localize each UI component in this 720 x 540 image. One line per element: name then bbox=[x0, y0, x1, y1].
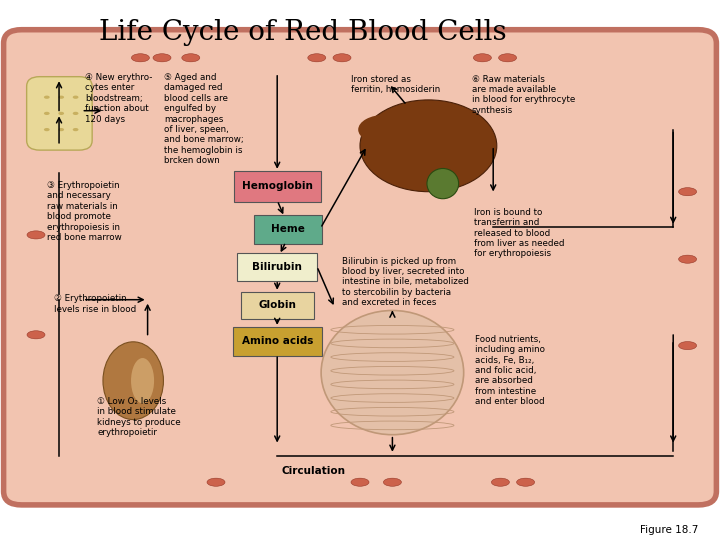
Ellipse shape bbox=[308, 53, 325, 62]
Text: Heme: Heme bbox=[271, 225, 305, 234]
Ellipse shape bbox=[153, 53, 171, 62]
Text: Amino acids: Amino acids bbox=[241, 336, 313, 346]
Ellipse shape bbox=[427, 168, 459, 199]
FancyBboxPatch shape bbox=[27, 77, 92, 150]
Ellipse shape bbox=[44, 112, 50, 115]
Text: Bilirubin is picked up from
blood by liver, secreted into
intestine in bile, met: Bilirubin is picked up from blood by liv… bbox=[342, 256, 469, 307]
Ellipse shape bbox=[132, 53, 150, 62]
Ellipse shape bbox=[351, 478, 369, 486]
Ellipse shape bbox=[44, 96, 50, 99]
Ellipse shape bbox=[44, 128, 50, 131]
Ellipse shape bbox=[333, 53, 351, 62]
Ellipse shape bbox=[474, 53, 492, 62]
Text: Life Cycle of Red Blood Cells: Life Cycle of Red Blood Cells bbox=[99, 19, 506, 46]
FancyBboxPatch shape bbox=[4, 30, 716, 505]
FancyBboxPatch shape bbox=[233, 327, 322, 356]
Text: ② Erythropoietin
levels rise in blood: ② Erythropoietin levels rise in blood bbox=[54, 294, 136, 314]
Ellipse shape bbox=[58, 112, 64, 115]
Ellipse shape bbox=[498, 53, 516, 62]
Ellipse shape bbox=[679, 187, 697, 195]
Ellipse shape bbox=[360, 100, 497, 192]
Text: ① Low O₂ levels
in blood stimulate
kidneys to produce
erythropoietir: ① Low O₂ levels in blood stimulate kidne… bbox=[97, 397, 181, 437]
Ellipse shape bbox=[358, 115, 412, 145]
Ellipse shape bbox=[491, 478, 510, 486]
Text: Hemoglobin: Hemoglobin bbox=[242, 181, 312, 191]
FancyBboxPatch shape bbox=[238, 253, 318, 281]
FancyBboxPatch shape bbox=[240, 292, 314, 319]
Text: Figure 18.7: Figure 18.7 bbox=[640, 524, 698, 535]
Text: Bilirubin: Bilirubin bbox=[252, 262, 302, 272]
Ellipse shape bbox=[321, 310, 464, 435]
Text: Food nutrients,
including amino
acids, Fe, B₁₂,
and folic acid,
are absorbed
fro: Food nutrients, including amino acids, F… bbox=[475, 335, 545, 406]
FancyBboxPatch shape bbox=[233, 171, 321, 202]
Ellipse shape bbox=[27, 330, 45, 339]
Text: ③ Erythropoietin
and necessary
raw materials in
blood promote
erythropoiesis in
: ③ Erythropoietin and necessary raw mater… bbox=[47, 181, 122, 242]
Ellipse shape bbox=[679, 341, 697, 350]
Ellipse shape bbox=[181, 53, 200, 62]
Ellipse shape bbox=[73, 128, 78, 131]
Text: ⑥ Raw materials
are made available
in blood for erythrocyte
synthesis: ⑥ Raw materials are made available in bl… bbox=[472, 75, 575, 114]
Ellipse shape bbox=[73, 112, 78, 115]
Text: ⑤ Aged and
damaged red
blood cells are
engulfed by
macrophages
of liver, speen,
: ⑤ Aged and damaged red blood cells are e… bbox=[164, 73, 244, 165]
Ellipse shape bbox=[131, 358, 154, 403]
FancyBboxPatch shape bbox=[254, 215, 322, 244]
Text: Iron is bound to
transferrin and
released to blood
from liver as needed
for eryt: Iron is bound to transferrin and release… bbox=[474, 208, 564, 259]
Ellipse shape bbox=[384, 478, 402, 486]
Ellipse shape bbox=[58, 128, 64, 131]
Ellipse shape bbox=[103, 342, 163, 420]
Ellipse shape bbox=[517, 478, 534, 486]
Ellipse shape bbox=[58, 96, 64, 99]
Ellipse shape bbox=[207, 478, 225, 486]
Ellipse shape bbox=[679, 255, 697, 263]
Ellipse shape bbox=[27, 231, 45, 239]
Text: Globin: Globin bbox=[258, 300, 296, 310]
Text: Circulation: Circulation bbox=[282, 466, 345, 476]
Text: ④ New erythro-
cytes enter
bloodstream;
function about
120 days: ④ New erythro- cytes enter bloodstream; … bbox=[85, 73, 153, 124]
Ellipse shape bbox=[73, 96, 78, 99]
Text: Iron stored as
ferritin, hemosiderin: Iron stored as ferritin, hemosiderin bbox=[351, 75, 441, 94]
